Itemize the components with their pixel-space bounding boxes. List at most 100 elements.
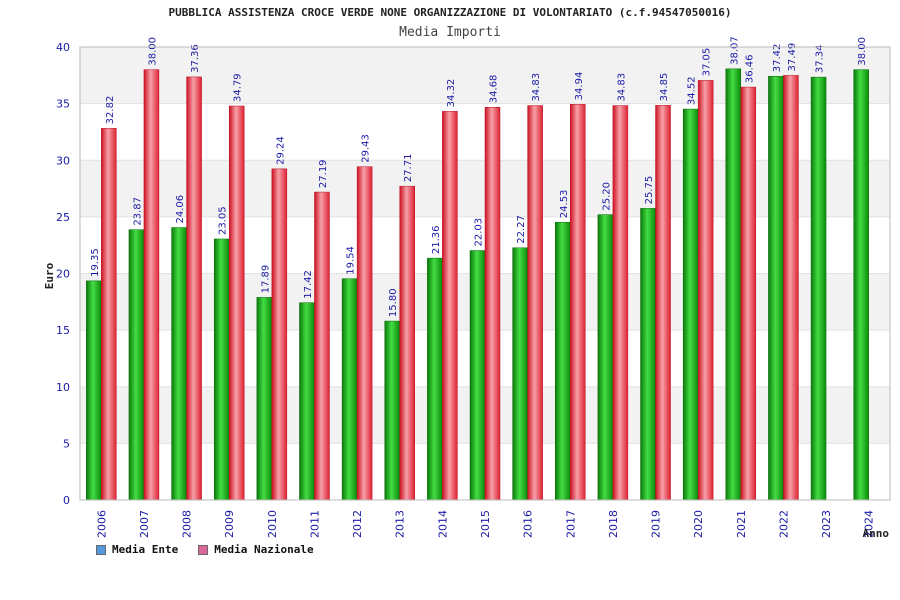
y-axis-ticks: 0 5 10 15 20 25 30 35 40: [56, 41, 70, 507]
value-label: 37.05: [702, 48, 713, 77]
legend-swatch-media-nazionale: [198, 544, 209, 555]
bar-media-nazionale: [740, 86, 757, 501]
value-label: 29.24: [275, 136, 286, 165]
x-axis-label: Anno: [863, 527, 890, 540]
bar-media-nazionale: [527, 105, 543, 501]
bar-media-nazionale: [143, 69, 160, 501]
y-tick-label: 40: [56, 41, 70, 54]
value-label: 34.32: [446, 79, 457, 108]
bar-media-nazionale: [612, 105, 629, 501]
x-tick-label: 2016: [522, 510, 535, 538]
bar-media-nazionale: [399, 185, 415, 501]
value-label: 38.00: [147, 37, 158, 66]
bar-media-ente: [640, 208, 656, 501]
chart-title: PUBBLICA ASSISTENZA CROCE VERDE NONE ORG…: [168, 6, 732, 19]
value-label: 19.54: [346, 246, 357, 275]
y-axis-label: Euro: [43, 262, 56, 289]
x-tick-label: 2017: [564, 510, 577, 538]
x-tick-label: 2021: [735, 510, 748, 538]
x-tick-label: 2023: [820, 510, 833, 538]
chart-subtitle: Media Importi: [399, 25, 501, 40]
y-tick-label: 0: [63, 494, 70, 507]
value-label: 17.89: [260, 265, 271, 294]
x-tick-label: 2006: [95, 510, 108, 538]
value-label: 37.36: [190, 44, 201, 73]
bar-media-ente: [128, 229, 145, 501]
bar-media-nazionale: [356, 166, 373, 501]
value-label: 37.42: [772, 44, 783, 73]
x-tick-label: 2012: [351, 510, 364, 538]
bar-media-ente: [86, 280, 102, 501]
value-label: 32.82: [105, 96, 116, 125]
y-tick-label: 20: [56, 268, 70, 281]
value-label: 34.83: [616, 73, 627, 102]
value-label: 24.06: [175, 195, 186, 224]
bar-media-ente: [768, 75, 784, 501]
x-tick-label: 2014: [436, 510, 449, 538]
bar-media-nazionale: [570, 104, 586, 501]
value-label: 23.05: [218, 206, 229, 235]
bar-media-ente: [682, 108, 699, 501]
y-tick-label: 30: [56, 154, 70, 167]
x-axis-ticks: 2006 2007 2008 2009 2010 2011 2012 2013 2014 2015…: [95, 510, 875, 538]
bar-media-nazionale: [314, 191, 330, 501]
value-label: 37.34: [815, 44, 826, 73]
x-tick-label: 2024: [863, 510, 876, 538]
value-label: 38.00: [857, 37, 868, 66]
value-label: 25.75: [644, 176, 655, 205]
value-label: 34.52: [687, 76, 698, 105]
value-labels: 19.35 32.82 23.87 38.00 24.06 37.36 23.05 34.79…: [90, 36, 868, 317]
bar-media-ente: [299, 302, 315, 501]
bar-media-ente: [810, 76, 827, 501]
y-tick-label: 15: [56, 324, 70, 337]
value-label: 34.68: [489, 75, 500, 104]
value-label: 27.19: [318, 159, 329, 188]
bar-media-nazionale: [783, 75, 799, 501]
legend: Media Ente Media Nazionale: [96, 543, 314, 556]
x-tick-label: 2013: [394, 510, 407, 538]
value-label: 37.49: [787, 43, 798, 72]
value-label: 22.27: [516, 215, 527, 244]
value-label: 25.20: [601, 182, 612, 211]
legend-swatch-media-ente: [96, 544, 106, 555]
bar-media-ente: [555, 221, 571, 501]
y-tick-label: 10: [56, 381, 70, 394]
bar-media-nazionale: [484, 106, 501, 501]
bar-media-nazionale: [101, 128, 117, 501]
x-tick-label: 2007: [138, 510, 151, 538]
bar-media-nazionale: [228, 105, 245, 501]
x-tick-label: 2008: [181, 510, 194, 538]
y-tick-label: 25: [56, 211, 70, 224]
legend-label-media-nazionale: Media Nazionale: [214, 543, 314, 556]
legend-label-media-ente: Media Ente: [112, 543, 179, 556]
x-tick-label: 2019: [650, 510, 663, 538]
value-label: 19.35: [90, 248, 101, 277]
bar-media-ente: [725, 68, 742, 501]
x-tick-label: 2015: [479, 510, 492, 538]
bars: [86, 68, 869, 501]
bar-media-ente: [469, 250, 486, 501]
bar-media-nazionale: [442, 111, 458, 501]
value-label: 15.80: [388, 288, 399, 317]
value-label: 22.03: [474, 218, 485, 247]
bar-media-ente: [427, 257, 443, 501]
bar-media-ente: [597, 214, 614, 501]
value-label: 38.07: [729, 36, 740, 65]
bar-media-ente: [384, 320, 400, 501]
value-label: 21.36: [431, 225, 442, 254]
bar-media-nazionale: [186, 76, 202, 501]
y-tick-label: 35: [56, 98, 70, 111]
bar-media-nazionale: [655, 105, 671, 501]
x-tick-label: 2018: [607, 510, 620, 538]
value-label: 34.79: [233, 73, 244, 102]
bar-media-ente: [512, 247, 528, 501]
value-label: 34.94: [574, 72, 585, 101]
value-label: 34.85: [659, 73, 670, 102]
x-tick-label: 2020: [692, 510, 705, 538]
bar-media-nazionale: [271, 168, 288, 501]
bar-media-ente: [341, 278, 358, 501]
bar-media-ente: [853, 69, 869, 501]
value-label: 29.43: [361, 134, 372, 163]
x-tick-label: 2009: [223, 510, 236, 538]
